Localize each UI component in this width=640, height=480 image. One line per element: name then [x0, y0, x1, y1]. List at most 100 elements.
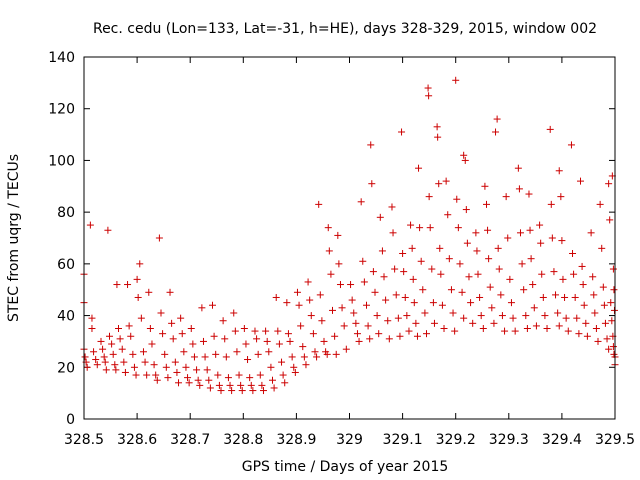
data-point-marker — [323, 350, 331, 358]
data-point-marker — [86, 221, 94, 229]
data-point-marker — [184, 374, 192, 382]
data-point-marker — [514, 164, 522, 172]
data-point-marker — [157, 309, 165, 317]
data-point-marker — [162, 363, 170, 371]
data-point-marker — [224, 374, 232, 382]
data-point-marker — [458, 288, 466, 296]
data-point-marker — [520, 286, 528, 294]
data-point-marker — [177, 314, 185, 322]
data-point-marker — [474, 270, 482, 278]
data-point-marker — [497, 291, 505, 299]
data-point-marker — [203, 366, 211, 374]
data-point-marker — [601, 319, 609, 327]
data-point-marker — [573, 314, 581, 322]
data-point-marker — [284, 330, 292, 338]
data-point-marker — [578, 262, 586, 270]
data-point-marker — [258, 381, 266, 389]
x-tick-label: 329 — [336, 432, 363, 448]
data-point-marker — [417, 257, 425, 265]
data-point-marker — [124, 281, 132, 289]
data-point-marker — [476, 293, 484, 301]
data-point-marker — [391, 265, 399, 273]
data-point-marker — [477, 312, 485, 320]
data-point-marker — [409, 275, 417, 283]
data-point-marker — [570, 270, 578, 278]
data-point-marker — [610, 306, 618, 314]
data-point-marker — [327, 270, 335, 278]
x-tick-label: 328.5 — [64, 432, 104, 448]
data-point-marker — [316, 291, 324, 299]
data-point-marker — [81, 353, 89, 361]
data-point-marker — [421, 309, 429, 317]
data-point-marker — [422, 330, 430, 338]
data-point-marker — [262, 327, 270, 335]
data-point-marker — [437, 270, 445, 278]
data-point-marker — [546, 125, 554, 133]
data-point-marker — [424, 84, 432, 92]
data-point-marker — [606, 216, 614, 224]
data-point-marker — [523, 325, 531, 332]
data-point-marker — [605, 345, 613, 353]
data-point-marker — [92, 356, 100, 364]
data-point-marker — [610, 286, 618, 294]
data-point-marker — [481, 182, 489, 190]
data-point-marker — [550, 268, 558, 276]
data-point-marker — [434, 133, 442, 141]
data-point-marker — [199, 337, 207, 345]
data-point-marker — [360, 278, 368, 286]
data-point-marker — [484, 226, 492, 234]
data-point-marker — [447, 286, 455, 294]
axis-tick-labels: 328.5 328.6 328.7 328.8 328.9 329 329.1 329.2 32… — [48, 50, 635, 448]
data-point-marker — [571, 293, 579, 301]
data-point-marker — [384, 317, 392, 325]
y-tick-label: 0 — [66, 412, 75, 428]
x-tick-label: 329.5 — [595, 432, 635, 448]
data-point-marker — [490, 319, 498, 327]
data-point-marker — [297, 322, 305, 330]
data-point-marker — [467, 299, 475, 307]
data-point-marker — [583, 332, 591, 340]
data-point-marker — [342, 345, 350, 353]
data-point-marker — [104, 226, 112, 234]
data-point-marker — [442, 177, 450, 185]
data-point-marker — [498, 312, 506, 320]
data-point-marker — [451, 327, 459, 335]
data-point-marker — [511, 327, 519, 335]
data-point-marker — [97, 337, 105, 345]
data-point-marker — [237, 381, 245, 389]
data-point-marker — [479, 325, 487, 332]
data-point-marker — [357, 198, 365, 206]
data-point-marker — [485, 255, 493, 263]
data-point-marker — [367, 141, 375, 149]
data-point-marker — [552, 291, 560, 299]
data-point-marker — [495, 265, 503, 273]
data-point-marker — [429, 299, 437, 307]
data-point-marker — [286, 337, 294, 345]
data-point-marker — [501, 327, 509, 335]
data-point-marker — [193, 366, 201, 374]
data-point-marker — [516, 229, 524, 237]
data-point-marker — [127, 332, 135, 340]
data-point-marker — [290, 363, 298, 371]
y-tick-label: 100 — [48, 153, 75, 169]
data-point-marker — [331, 332, 339, 340]
data-point-marker — [607, 299, 615, 307]
data-point-marker — [146, 325, 154, 332]
data-point-marker — [486, 283, 494, 291]
data-point-marker — [288, 353, 296, 361]
y-axis-label: STEC from uqrg / TECUs — [6, 154, 22, 322]
data-point-marker — [352, 319, 360, 327]
data-point-marker — [557, 193, 565, 201]
data-point-marker — [83, 363, 91, 371]
data-point-marker — [105, 332, 113, 340]
data-point-marker — [396, 332, 404, 340]
data-point-marker — [438, 301, 446, 309]
data-point-marker — [101, 358, 109, 366]
data-point-marker — [465, 273, 473, 281]
plot-frame — [83, 56, 616, 420]
data-point-marker — [482, 200, 490, 208]
data-point-marker — [548, 234, 556, 242]
data-point-marker — [444, 211, 452, 219]
data-point-marker — [461, 156, 469, 164]
data-point-marker — [454, 224, 462, 232]
